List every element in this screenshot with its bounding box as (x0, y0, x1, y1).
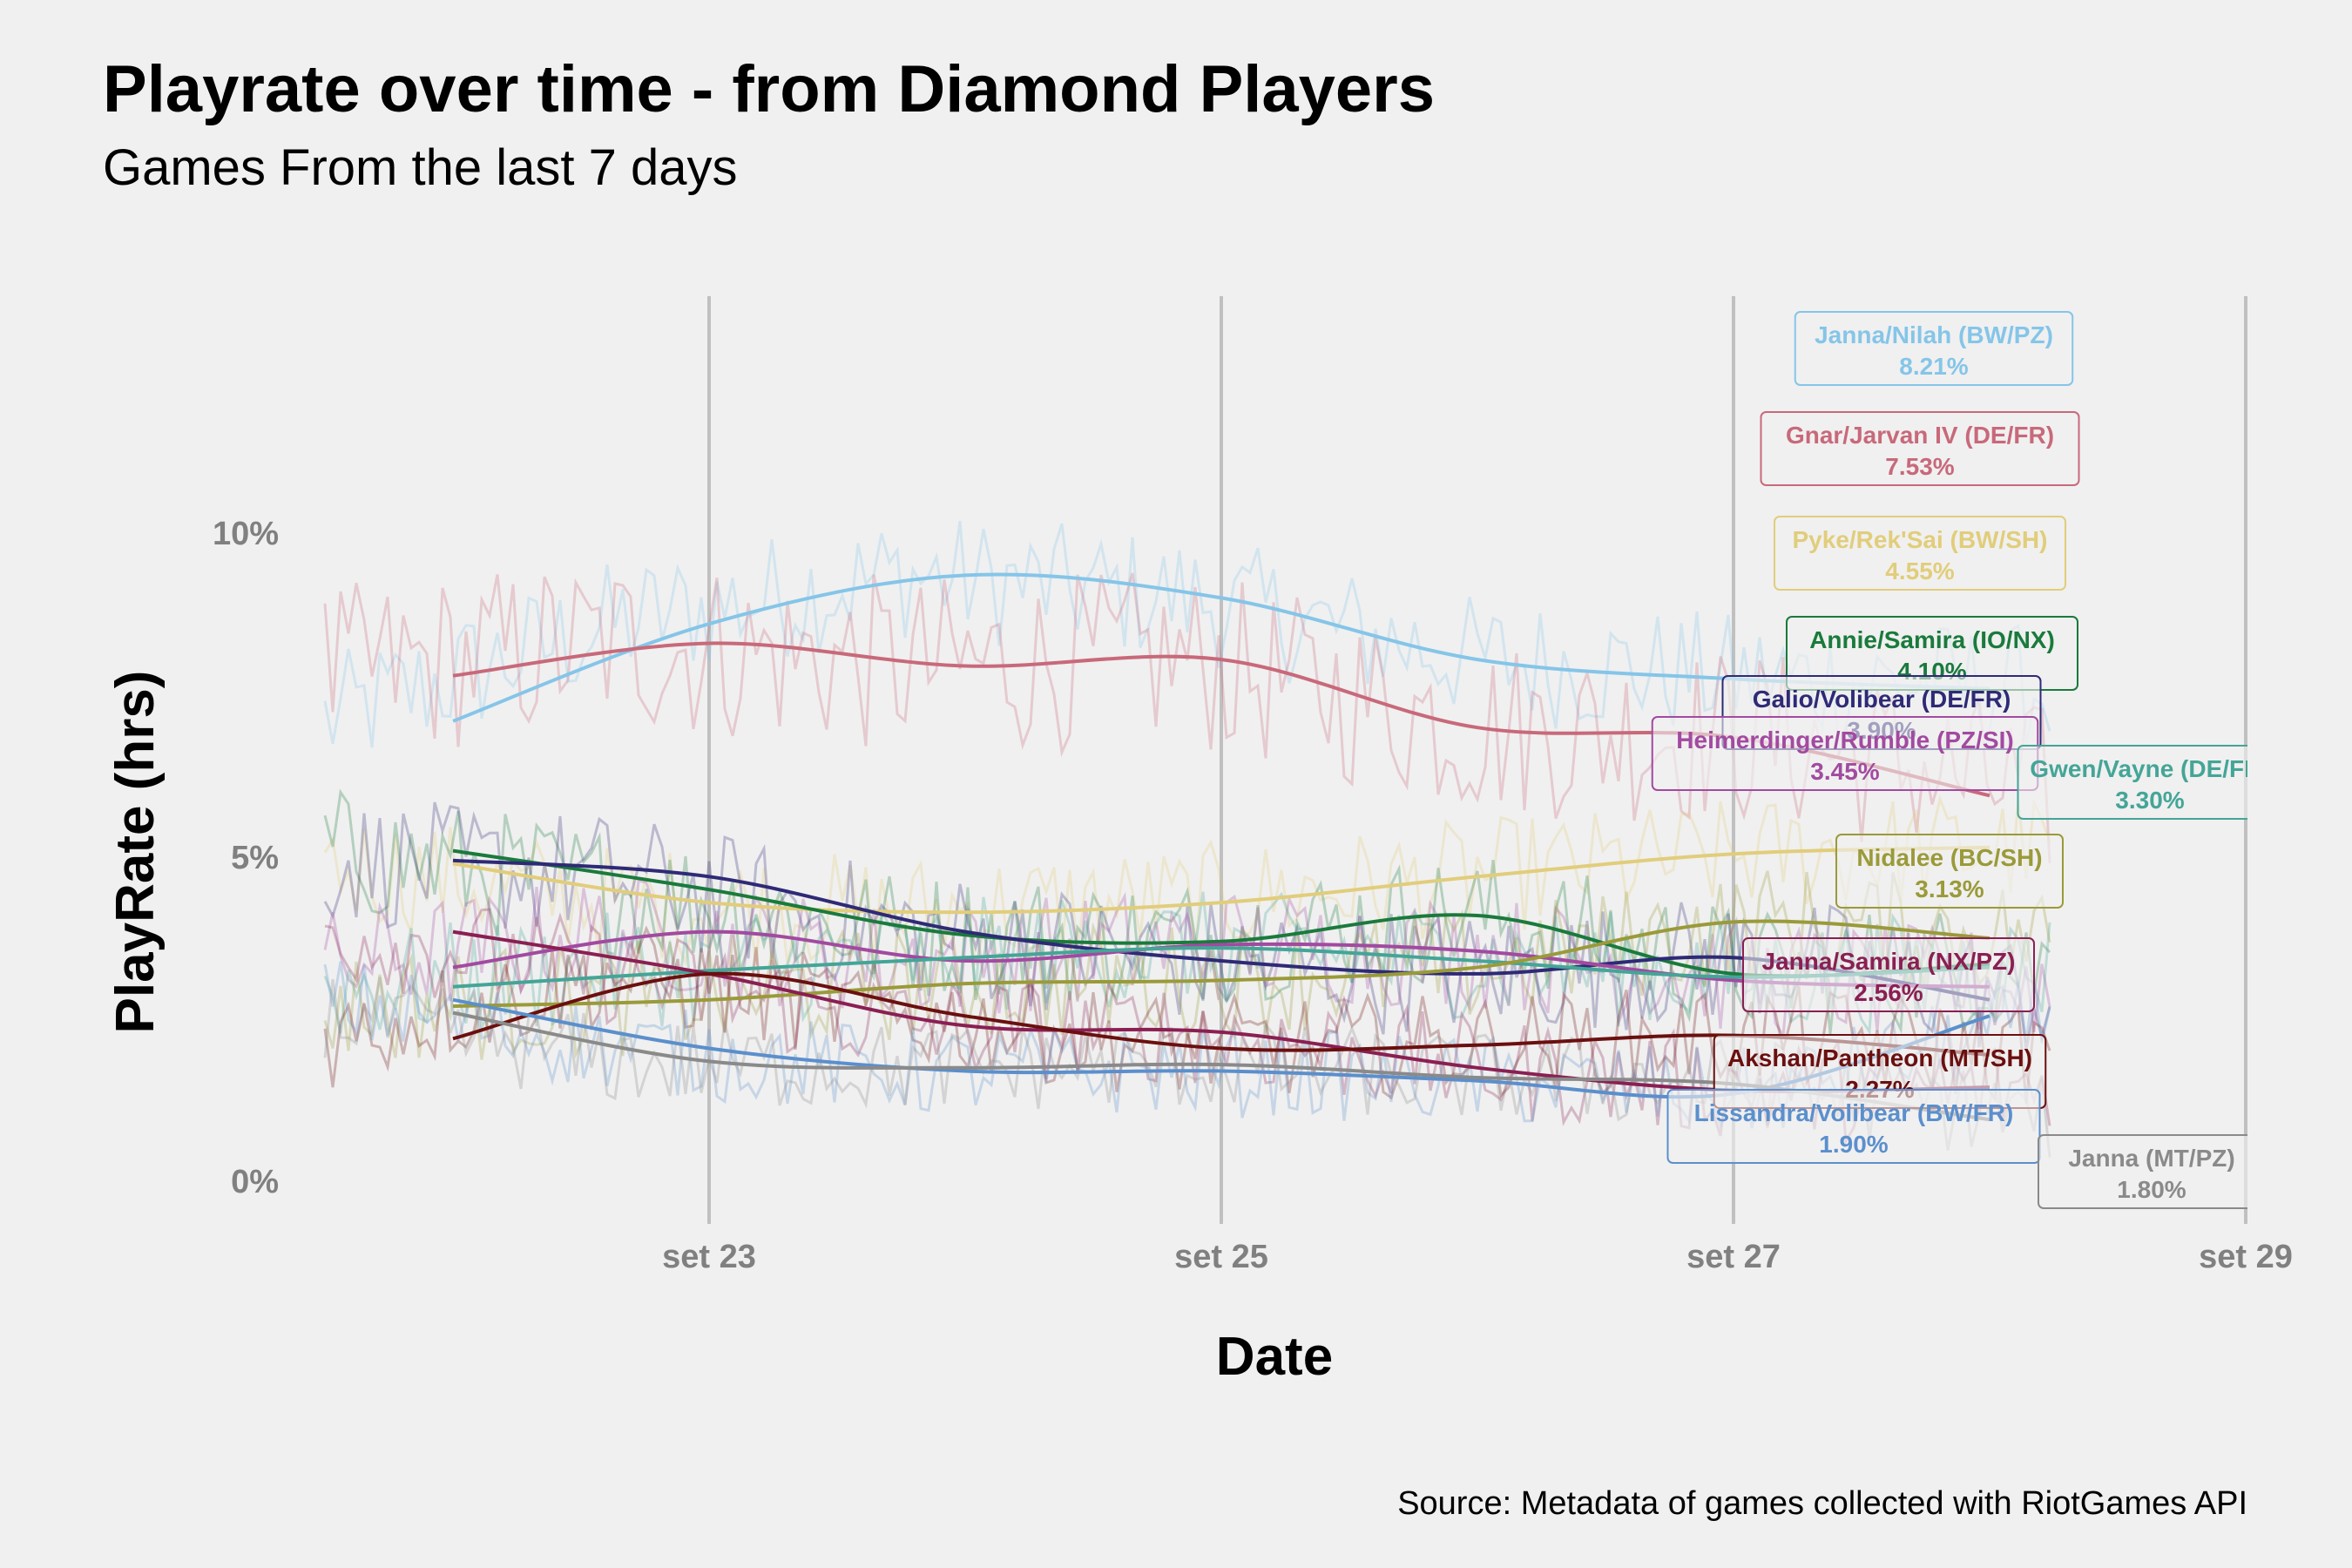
label-pyke-rek-sai-bw-sh: Pyke/Rek'Sai (BW/SH) 4.55% (1774, 516, 2066, 591)
trend-line-heimerdinger-rumble-pz-si (452, 929, 1990, 989)
raw-line-nidalee-bc-sh (323, 870, 2051, 1060)
y-tick-label: 5% (231, 840, 279, 876)
label-value: 4.55% (1885, 558, 1954, 585)
label-value: 1.90% (1819, 1131, 1888, 1158)
label-name: Galio/Volibear (DE/FR) (1753, 686, 2011, 713)
trend-line-galio-volibear-de-fr (452, 858, 1990, 1002)
y-tick-label: 0% (231, 1164, 279, 1200)
label-gnar-jarvan-iv-de-fr: Gnar/Jarvan IV (DE/FR) 7.53% (1760, 411, 2080, 486)
smooth-series-layer (452, 572, 1990, 1122)
trend-line-gwen-vayne-de-fr (452, 946, 1990, 989)
raw-line-annie-samira-io-nx (323, 788, 2051, 1035)
label-name: Heimerdinger/Rumble (PZ/SI) (1676, 727, 2013, 754)
label-box (1794, 311, 2074, 386)
chart-subtitle: Games From the last 7 days (103, 139, 737, 196)
label-lissandra-volibear-bw-fr: Lissandra/Volibear (BW/FR) 1.90% (1666, 1089, 2041, 1164)
label-value: 1.80% (2117, 1176, 2186, 1203)
trend-line-pyke-rek-sai-bw-sh (452, 845, 1990, 915)
raw-line-janna-nilah-bw-pz (323, 520, 2051, 749)
label-janna-samira-nx-pz: Janna/Samira (NX/PZ) 2.56% (1742, 937, 2035, 1012)
label-value: 3.30% (2115, 787, 2184, 814)
x-axis-title: Date (1216, 1327, 1333, 1387)
trend-line-annie-samira-io-nx (452, 848, 1990, 978)
y-tick-label: 10% (213, 516, 279, 552)
label-value: 8.21% (1899, 353, 1968, 380)
label-name: Akshan/Pantheon (MT/SH) (1727, 1044, 2032, 1071)
label-box (1835, 834, 2064, 909)
label-value: 7.53% (1885, 453, 1954, 480)
x-tick-label: set 29 (2199, 1239, 2293, 1275)
label-name: Janna (MT/PZ) (2068, 1145, 2234, 1172)
x-tick-label: set 23 (662, 1239, 756, 1275)
label-name: Lissandra/Volibear (BW/FR) (1694, 1099, 2014, 1126)
label-gwen-vayne-de-fr: Gwen/Vayne (DE/FR) 3.30% (2017, 745, 2269, 820)
x-tick-label: set 27 (1686, 1239, 1781, 1275)
label-name: Pyke/Rek'Sai (BW/SH) (1793, 526, 2048, 553)
y-axis-title: PlayRate (hrs) (105, 671, 166, 1034)
raw-line-gnar-jarvan-iv-de-fr (323, 572, 2051, 863)
label-box (2038, 1134, 2247, 1209)
chart-title: Playrate over time - from Diamond Player… (103, 52, 1435, 126)
label-name: Nidalee (BC/SH) (1856, 844, 2042, 871)
label-box (2017, 745, 2247, 820)
label-box (1742, 937, 2035, 1012)
label-name: Annie/Samira (IO/NX) (1809, 626, 2055, 653)
label-box (1760, 411, 2080, 486)
label-box (1774, 516, 2066, 591)
label-name: Janna/Samira (NX/PZ) (1762, 948, 2016, 975)
label-box (1666, 1089, 2041, 1164)
label-janna-nilah-bw-pz: Janna/Nilah (BW/PZ) 8.21% (1794, 311, 2074, 386)
y-axis-ticks: 0% 5% 10% (213, 516, 279, 1200)
x-tick-label: set 25 (1174, 1239, 1268, 1275)
label-name: Janna/Nilah (BW/PZ) (1815, 321, 2053, 348)
x-axis-ticks: set 23 set 25 set 27 set 29 (662, 1239, 2293, 1275)
raw-line-pyke-rek-sai-bw-sh (323, 794, 2051, 968)
label-value: 2.56% (1854, 979, 1923, 1006)
label-nidalee-bc-sh: Nidalee (BC/SH) 3.13% (1835, 834, 2064, 909)
label-heimerdinger-rumble-pz-si: Heimerdinger/Rumble (PZ/SI) 3.45% (1651, 716, 2039, 791)
label-name: Gwen/Vayne (DE/FR) (2030, 755, 2269, 782)
source-caption: Source: Metadata of games collected with… (1397, 1485, 2247, 1522)
trend-line-nidalee-bc-sh (452, 919, 1990, 1009)
label-value: 3.13% (1915, 875, 1984, 902)
label-name: Gnar/Jarvan IV (DE/FR) (1786, 422, 2054, 449)
label-janna-mt-pz: Janna (MT/PZ) 1.80% (2038, 1134, 2247, 1209)
label-value: 3.45% (1810, 758, 1879, 785)
end-labels: Janna/Nilah (BW/PZ) 8.21% Gnar/Jarvan IV (… (1651, 311, 2269, 1209)
